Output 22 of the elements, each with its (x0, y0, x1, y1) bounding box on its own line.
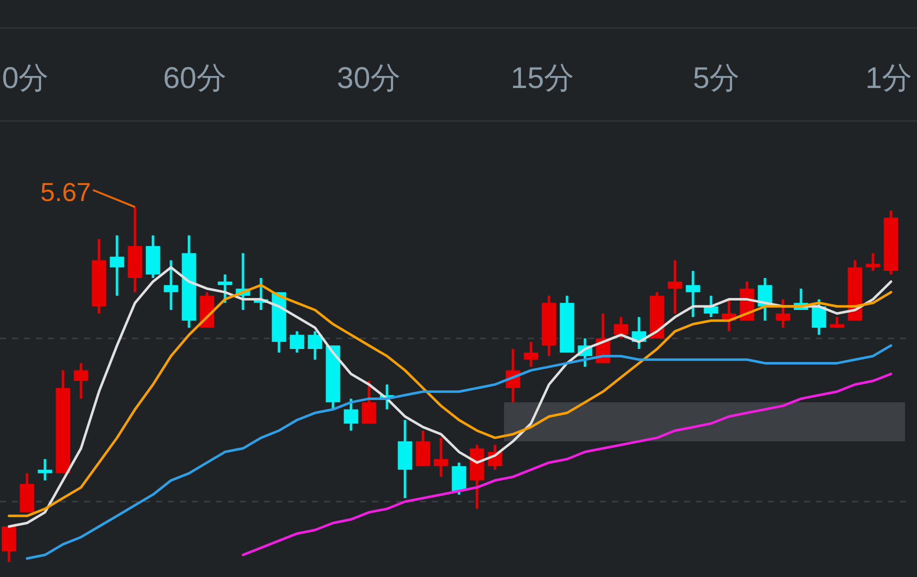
candlestick (308, 330, 322, 361)
candlestick (524, 340, 538, 368)
text: 0分 (2, 62, 49, 95)
candlestick (776, 298, 790, 329)
candlestick (164, 259, 178, 312)
annotation: 5.67 (40, 177, 91, 207)
candlestick (290, 330, 304, 354)
text: 30分 (336, 62, 400, 95)
text: 15分 (510, 62, 574, 95)
text: 1分 (865, 62, 912, 95)
candlestick (344, 397, 358, 432)
candlestick (362, 380, 376, 425)
candlestick (434, 436, 448, 478)
candlestick (668, 259, 682, 315)
candlestick (110, 234, 124, 297)
text: 5分 (692, 62, 740, 95)
candlestick (614, 316, 628, 340)
candlestick (866, 252, 880, 272)
candlestick (38, 458, 52, 482)
text: 60分 (163, 62, 226, 95)
candlestick (686, 270, 700, 318)
candlestick (74, 362, 88, 400)
